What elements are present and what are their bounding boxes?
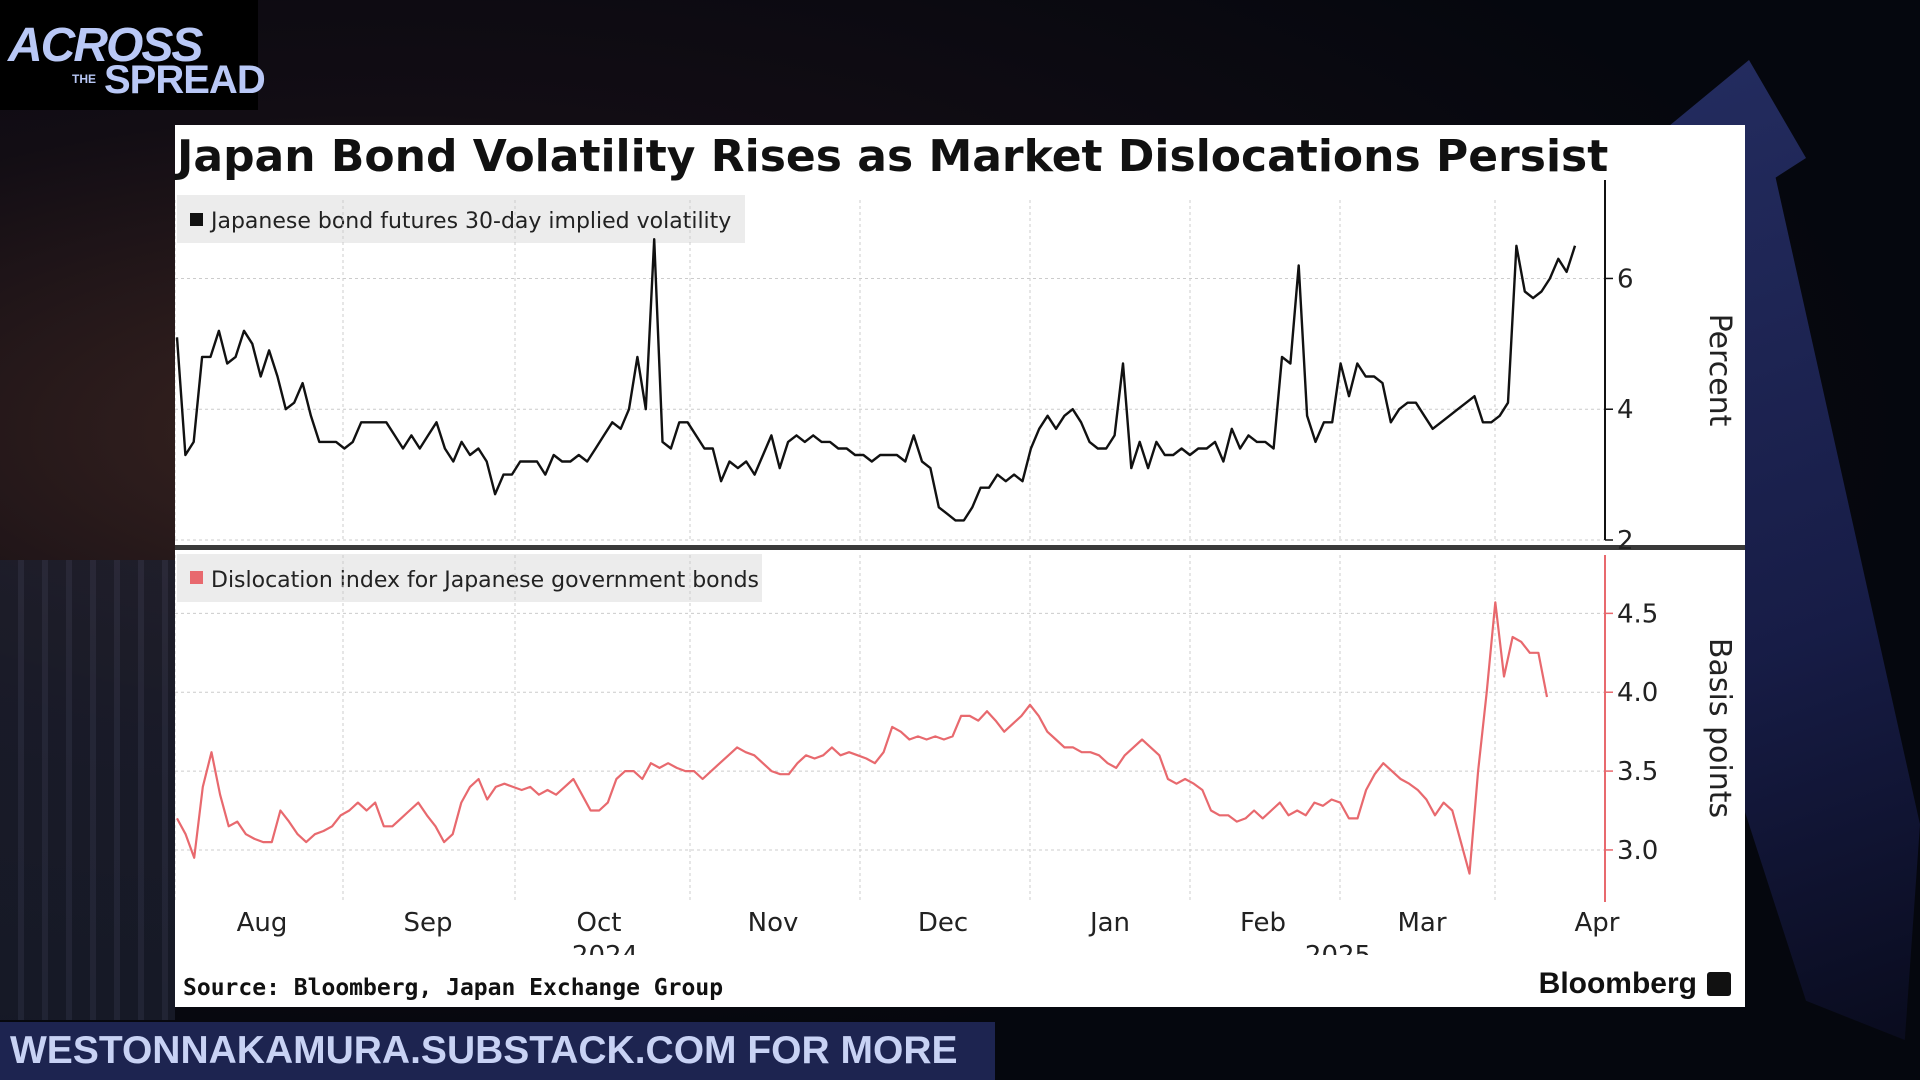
- vol-ylabel: Percent: [1702, 314, 1737, 427]
- x-month-label: Dec: [918, 908, 968, 938]
- disloc-legend-box: [177, 554, 762, 602]
- chart-svg: Japanese bond futures 30-day implied vol…: [175, 180, 1745, 955]
- disloc-ytick-label: 4.0: [1617, 678, 1658, 708]
- x-year-label: 2024: [572, 941, 638, 955]
- logo-line2: THE: [72, 72, 96, 86]
- x-month-label: Apr: [1575, 908, 1620, 938]
- panel-separator: [175, 545, 1745, 550]
- x-month-label: Jan: [1088, 908, 1130, 938]
- vol-legend-swatch: [190, 213, 203, 226]
- disloc-ytick-label: 4.5: [1617, 599, 1658, 629]
- x-month-label: Sep: [403, 908, 452, 938]
- vol-ytick-label: 6: [1617, 264, 1634, 294]
- vol-ytick-label: 4: [1617, 395, 1634, 425]
- disloc-ytick-label: 3.0: [1617, 836, 1658, 866]
- bloomberg-brand: Bloomberg: [1539, 967, 1731, 1001]
- disloc-series-line: [176, 601, 1549, 875]
- x-month-label: Aug: [237, 908, 288, 938]
- background-building: [0, 560, 175, 1020]
- vol-legend-box: [177, 195, 745, 243]
- vol-legend-label: Japanese bond futures 30-day implied vol…: [209, 209, 731, 234]
- x-month-label: Nov: [748, 908, 799, 938]
- brand-logo: ACROSS THE SPREAD: [0, 0, 266, 110]
- x-month-label: Feb: [1240, 908, 1286, 938]
- x-month-label: Mar: [1397, 908, 1446, 938]
- vol-ytick-label: 2: [1617, 526, 1634, 556]
- chart-title: Japan Bond Volatility Rises as Market Di…: [177, 131, 1609, 182]
- promo-banner-text: WESTONNAKAMURA.SUBSTACK.COM FOR MORE: [10, 1029, 958, 1072]
- bloomberg-icon: [1707, 972, 1731, 996]
- disloc-ytick-label: 3.5: [1617, 757, 1658, 787]
- vol-series-line: [175, 237, 1577, 522]
- x-year-label: 2025: [1305, 941, 1371, 955]
- disloc-ylabel: Basis points: [1702, 638, 1737, 818]
- x-month-label: Oct: [577, 908, 622, 938]
- promo-banner[interactable]: WESTONNAKAMURA.SUBSTACK.COM FOR MORE: [0, 1022, 995, 1080]
- logo-line1: ACROSS: [8, 19, 203, 72]
- chart-source: Source: Bloomberg, Japan Exchange Group: [183, 975, 724, 1001]
- disloc-legend-label: Dislocation index for Japanese governmen…: [211, 568, 759, 593]
- brand-text: Bloomberg: [1538, 967, 1697, 1000]
- logo-line3: SPREAD: [104, 58, 266, 102]
- chart-layer: 2 4 6 3.0 3.5 4.0 4.5 Aug Sep Oct Nov Dec Jan Feb Mar A…: [175, 180, 1658, 955]
- disloc-legend-swatch: [190, 571, 203, 584]
- chart-card: Japan Bond Volatility Rises as Market Di…: [175, 125, 1745, 1007]
